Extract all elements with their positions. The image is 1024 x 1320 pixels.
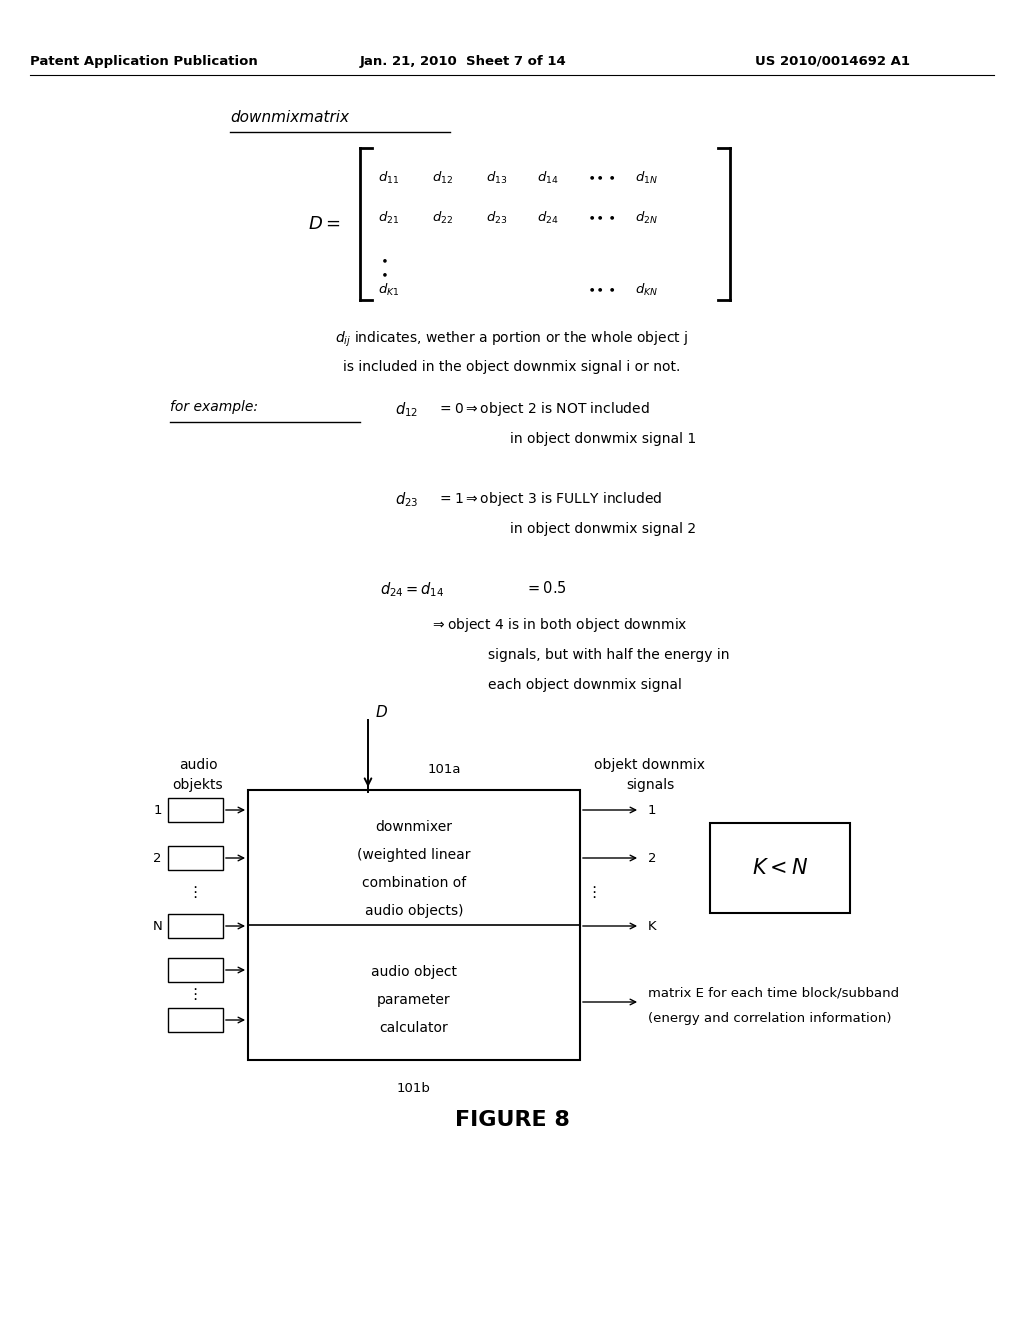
- Text: $d_{KN}$: $d_{KN}$: [635, 282, 658, 298]
- Bar: [168, 799, 223, 822]
- Text: $d_{14}$: $d_{14}$: [537, 170, 559, 186]
- Text: K: K: [648, 920, 656, 932]
- Text: $d_{12}$: $d_{12}$: [432, 170, 454, 186]
- Text: each object downmix signal: each object downmix signal: [488, 678, 682, 692]
- Text: FIGURE 8: FIGURE 8: [455, 1110, 569, 1130]
- Text: D: D: [376, 705, 388, 719]
- Text: $d_{K1}$: $d_{K1}$: [378, 282, 399, 298]
- Text: audio objects): audio objects): [365, 904, 463, 917]
- Text: Jan. 21, 2010  Sheet 7 of 14: Jan. 21, 2010 Sheet 7 of 14: [360, 55, 566, 69]
- Text: $\bullet\!\bullet\!\bullet$: $\bullet\!\bullet\!\bullet$: [587, 282, 615, 294]
- Text: calculator: calculator: [380, 1020, 449, 1035]
- Bar: [168, 913, 223, 939]
- Text: signals: signals: [626, 777, 674, 792]
- Text: ⋮: ⋮: [187, 884, 203, 899]
- Bar: [168, 958, 223, 982]
- Text: $d_{2N}$: $d_{2N}$: [635, 210, 658, 226]
- Text: for example:: for example:: [170, 400, 258, 414]
- Text: 1: 1: [648, 804, 656, 817]
- Text: 2: 2: [154, 851, 162, 865]
- Text: parameter: parameter: [377, 993, 451, 1007]
- Text: $\bullet$: $\bullet$: [380, 267, 388, 280]
- Text: matrix E for each time block/subband: matrix E for each time block/subband: [648, 986, 899, 999]
- Bar: [710, 822, 850, 913]
- Text: 101a: 101a: [428, 763, 462, 776]
- Text: is included in the object downmix signal i or not.: is included in the object downmix signal…: [343, 360, 681, 374]
- Text: $K < N$: $K < N$: [752, 858, 808, 878]
- Bar: [168, 846, 223, 870]
- Text: (weighted linear: (weighted linear: [357, 847, 471, 862]
- Text: N: N: [153, 920, 162, 932]
- Text: $\bullet\!\bullet\!\bullet$: $\bullet\!\bullet\!\bullet$: [587, 210, 615, 223]
- Text: signals, but with half the energy in: signals, but with half the energy in: [488, 648, 729, 663]
- Text: $d_{21}$: $d_{21}$: [378, 210, 399, 226]
- Text: $\bullet$: $\bullet$: [380, 253, 388, 267]
- Text: 1: 1: [154, 804, 162, 817]
- Text: (energy and correlation information): (energy and correlation information): [648, 1012, 892, 1026]
- Text: $d_{12}$: $d_{12}$: [395, 400, 418, 418]
- Text: objekts: objekts: [173, 777, 223, 792]
- Text: in object donwmix signal 1: in object donwmix signal 1: [510, 432, 696, 446]
- Bar: [168, 1008, 223, 1032]
- Text: $d_{1N}$: $d_{1N}$: [635, 170, 658, 186]
- Text: downmixmatrix: downmixmatrix: [230, 110, 349, 125]
- Text: $d_{22}$: $d_{22}$: [432, 210, 454, 226]
- Text: combination of: combination of: [361, 876, 466, 890]
- Text: downmixer: downmixer: [376, 820, 453, 834]
- Text: 2: 2: [648, 851, 656, 865]
- Text: $\bullet\!\bullet\!\bullet$: $\bullet\!\bullet\!\bullet$: [587, 170, 615, 183]
- Text: $d_{13}$: $d_{13}$: [486, 170, 508, 186]
- Text: $d_{23}$: $d_{23}$: [395, 490, 419, 508]
- Text: $d_{23}$: $d_{23}$: [486, 210, 508, 226]
- Text: audio object: audio object: [371, 965, 457, 979]
- Text: in object donwmix signal 2: in object donwmix signal 2: [510, 521, 696, 536]
- Text: ⋮: ⋮: [587, 884, 602, 899]
- Text: $\Rightarrow$object 4 is in both object downmix: $\Rightarrow$object 4 is in both object …: [430, 616, 688, 634]
- Text: 101b: 101b: [397, 1082, 431, 1096]
- Text: objekt downmix: objekt downmix: [595, 758, 706, 772]
- Text: $d_{ij}$ indicates, wether a portion or the whole object j: $d_{ij}$ indicates, wether a portion or …: [336, 330, 688, 350]
- Text: Patent Application Publication: Patent Application Publication: [30, 55, 258, 69]
- Text: $= 0\Rightarrow$object 2 is NOT included: $= 0\Rightarrow$object 2 is NOT included: [437, 400, 650, 418]
- Text: $d_{24} = d_{14}$: $d_{24} = d_{14}$: [380, 579, 444, 599]
- Text: ⋮: ⋮: [187, 987, 203, 1002]
- Text: $d_{24}$: $d_{24}$: [537, 210, 559, 226]
- Text: $D=$: $D=$: [307, 215, 340, 234]
- Text: $= 0.5$: $= 0.5$: [525, 579, 567, 597]
- Text: audio: audio: [178, 758, 217, 772]
- Text: $d_{11}$: $d_{11}$: [378, 170, 399, 186]
- Text: $= 1\Rightarrow$object 3 is FULLY included: $= 1\Rightarrow$object 3 is FULLY includ…: [437, 490, 663, 508]
- Text: US 2010/0014692 A1: US 2010/0014692 A1: [755, 55, 910, 69]
- Bar: [248, 789, 580, 1060]
